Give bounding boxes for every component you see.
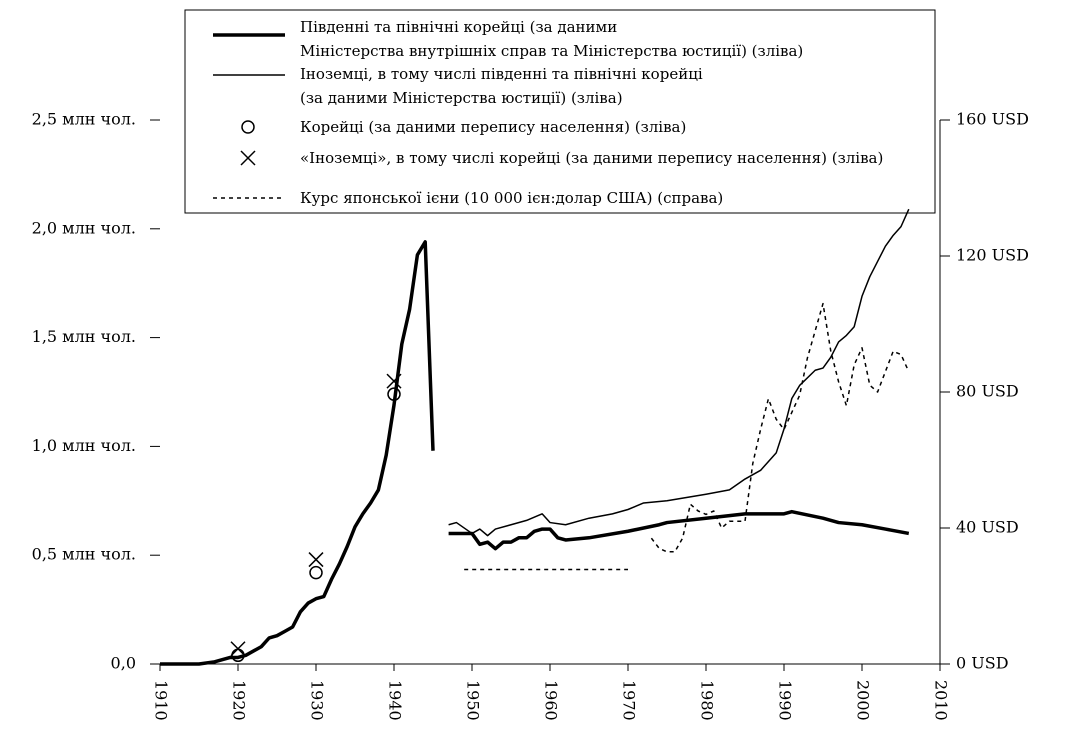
y-tick-label: 0,5 млн чол. [32,545,136,564]
x-tick-label: 1910 [152,680,171,721]
y2-tick-label: 0 USD [956,654,1009,673]
legend-box [184,9,936,214]
x-tick-label: 1970 [620,680,639,721]
legend-label: Корейці (за даними перепису населення) (… [300,118,687,136]
y-tick-label: 2,0 млн чол. [32,218,136,237]
x-tick-label: 1950 [464,680,483,721]
cross-marker [230,641,246,657]
x-tick-label: 1960 [542,680,561,721]
legend-label: «Іноземці», в тому числі корейці (за дан… [300,149,884,167]
x-tick-label: 2010 [932,680,951,721]
x-tick-label: 2000 [854,680,873,721]
y2-tick-label: 40 USD [956,518,1019,537]
x-tick-label: 1990 [776,680,795,721]
line-series [448,208,910,537]
cross-marker [386,373,402,389]
x-tick-label: 1980 [698,680,717,721]
y2-tick-label: 80 USD [956,382,1019,401]
circle-marker [387,387,401,401]
x-tick-label: 1930 [308,680,327,721]
y-tick-label: 0,0 [111,654,136,673]
y-tick-label: 1,0 млн чол. [32,436,136,455]
line-series [160,240,910,666]
legend-label: Південні та північні корейці (за даними … [300,18,804,60]
x-tick-label: 1940 [386,680,405,721]
y2-tick-label: 120 USD [956,246,1029,265]
circle-marker [309,565,323,580]
x-tick-label: 1920 [230,680,249,721]
legend-symbol [240,150,256,166]
y-tick-label: 2,5 млн чол. [32,110,136,129]
cross-marker [308,552,324,568]
legend-label: Курс японської ієни (10 000 ієн:долар СШ… [300,189,724,207]
y2-tick-label: 160 USD [956,110,1029,129]
line-series [464,302,910,571]
y-tick-label: 1,5 млн чол. [32,327,136,346]
legend-label: Іноземці, в тому числі південні та півні… [300,65,703,107]
legend-symbol [241,120,255,134]
